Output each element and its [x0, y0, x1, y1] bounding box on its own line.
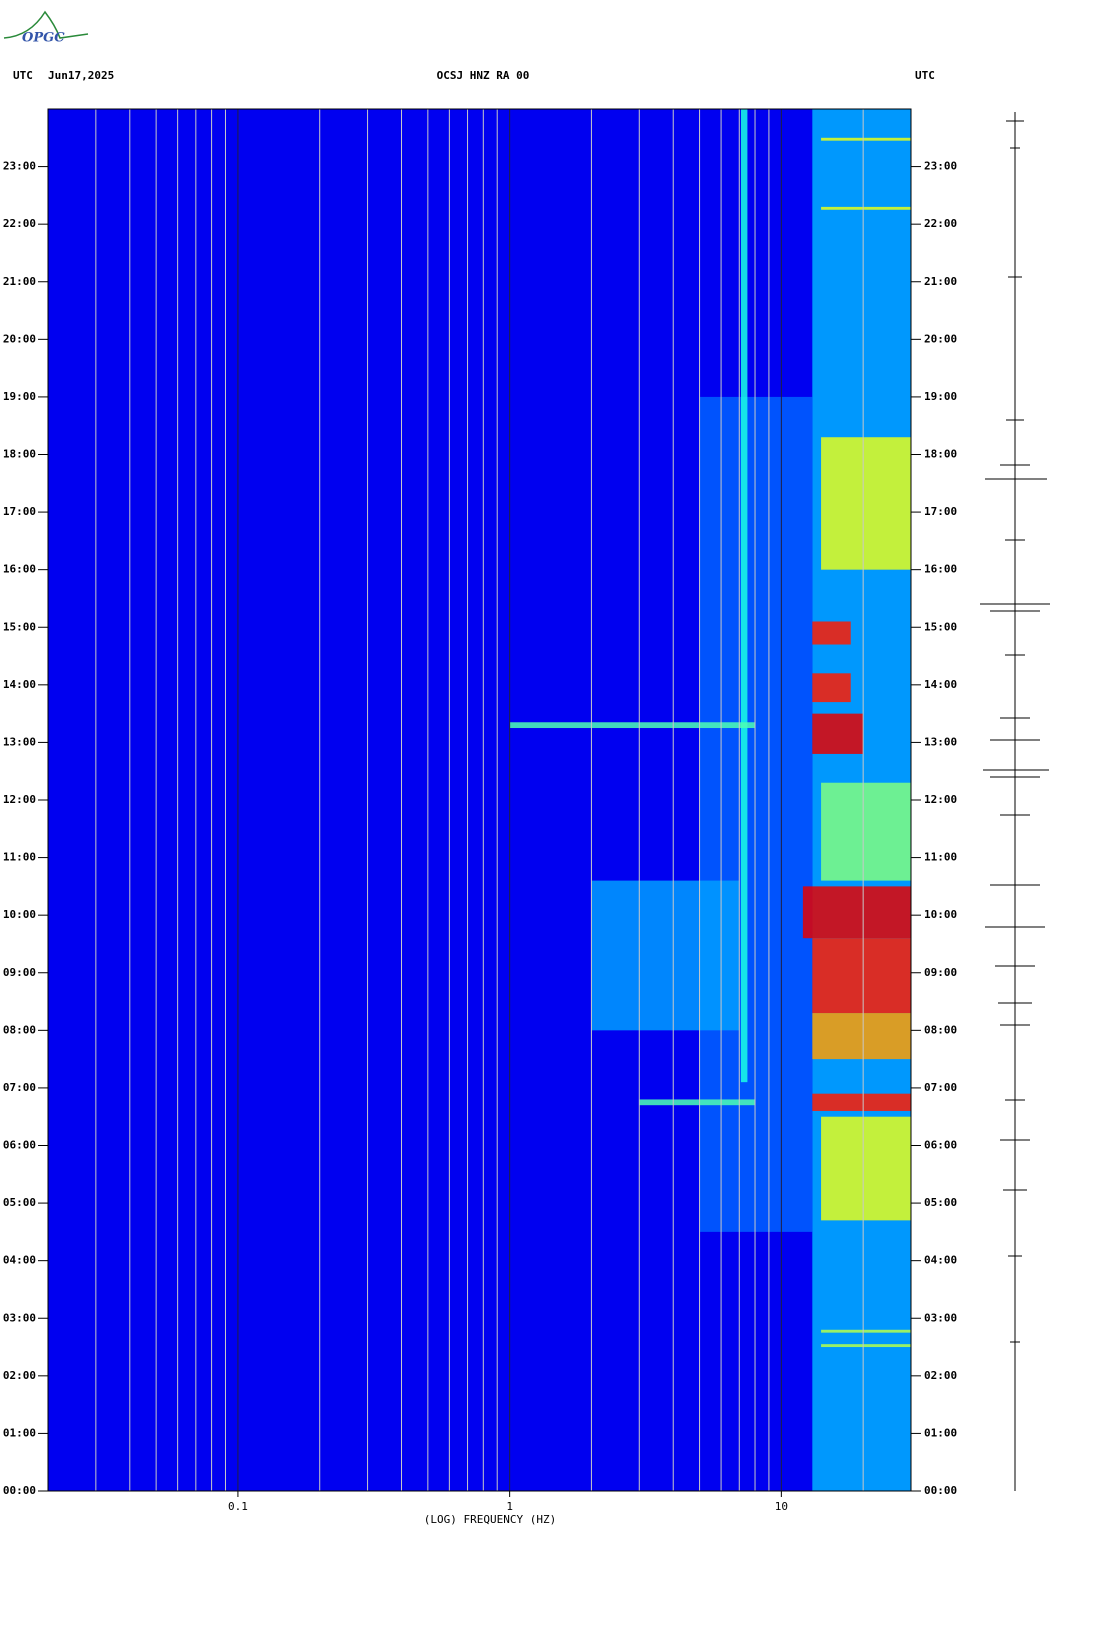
plot-frame [47, 108, 912, 1492]
y-tick-label: 04:00 [3, 1254, 36, 1267]
y-tick-label: 12:00 [924, 793, 957, 806]
y-tick-label: 03:00 [3, 1311, 36, 1324]
chart-title: OCSJ HNZ RA 00 [437, 69, 530, 82]
y-tick-label: 00:00 [924, 1484, 957, 1497]
spectral-band [812, 713, 864, 754]
spectral-band [699, 396, 813, 1232]
spectral-band [821, 782, 911, 881]
y-tick-label: 10:00 [924, 908, 957, 921]
spectral-band [821, 206, 911, 210]
y-tick-label: 13:00 [3, 735, 36, 748]
seismogram [980, 112, 1050, 1491]
y-tick-label: 22:00 [924, 217, 957, 230]
y-tick-label: 08:00 [924, 1023, 957, 1036]
y-tick-label: 16:00 [924, 563, 957, 576]
y-tick-label: 06:00 [3, 1139, 36, 1152]
y-tick-label: 16:00 [3, 563, 36, 576]
spectral-band [740, 109, 748, 1083]
y-tick-label: 20:00 [3, 332, 36, 345]
spectral-band [591, 880, 740, 1031]
x-tick-label: 10 [775, 1500, 788, 1513]
spectral-band [509, 722, 756, 729]
spectral-band [639, 1099, 756, 1106]
spectral-band [821, 437, 911, 570]
y-tick-label: 23:00 [3, 160, 36, 173]
y-tick-label: 11:00 [3, 851, 36, 864]
y-tick-label: 02:00 [924, 1369, 957, 1382]
y-tick-label: 09:00 [924, 966, 957, 979]
y-tick-label: 18:00 [924, 448, 957, 461]
y-tick-label: 07:00 [3, 1081, 36, 1094]
y-tick-label: 08:00 [3, 1023, 36, 1036]
spectral-band [821, 1116, 911, 1221]
y-tick-label: 10:00 [3, 908, 36, 921]
y-tick-label: 13:00 [924, 735, 957, 748]
y-tick-label: 09:00 [3, 966, 36, 979]
y-tick-label: 21:00 [3, 275, 36, 288]
y-tick-label: 01:00 [3, 1426, 36, 1439]
y-tick-label: 17:00 [3, 505, 36, 518]
x-tick-label: 0.1 [228, 1500, 248, 1513]
y-tick-label: 11:00 [924, 851, 957, 864]
spectral-band [812, 673, 851, 703]
y-tick-label: 03:00 [924, 1311, 957, 1324]
y-tick-label: 21:00 [924, 275, 957, 288]
spectral-band [812, 1093, 911, 1111]
logo: OPGC [22, 31, 65, 46]
x-axis-label: (LOG) FREQUENCY (HZ) [424, 1513, 556, 1526]
date: Jun17,2025 [48, 69, 114, 82]
spectral-band [802, 886, 911, 939]
y-tick-label: 15:00 [3, 620, 36, 633]
y-tick-label: 19:00 [924, 390, 957, 403]
y-tick-label: 17:00 [924, 505, 957, 518]
y-tick-label: 15:00 [924, 620, 957, 633]
spectral-band [812, 621, 851, 645]
y-tick-label: 14:00 [3, 678, 36, 691]
y-tick-label: 12:00 [3, 793, 36, 806]
logo-mark [3, 10, 89, 39]
y-tick-label: 22:00 [3, 217, 36, 230]
right-zone: UTC [915, 69, 935, 82]
y-tick-label: 20:00 [924, 332, 957, 345]
x-tick-label: 1 [506, 1500, 513, 1513]
y-tick-label: 01:00 [924, 1426, 957, 1439]
y-tick-label: 02:00 [3, 1369, 36, 1382]
y-tick-label: 05:00 [924, 1196, 957, 1209]
y-tick-label: 14:00 [924, 678, 957, 691]
y-tick-label: 06:00 [924, 1139, 957, 1152]
spectral-band [812, 938, 911, 1014]
y-tick-label: 00:00 [3, 1484, 36, 1497]
y-tick-label: 18:00 [3, 448, 36, 461]
y-tick-label: 23:00 [924, 160, 957, 173]
y-tick-label: 07:00 [924, 1081, 957, 1094]
spectral-band [821, 1329, 911, 1333]
spectral-band [812, 1013, 911, 1060]
y-tick-label: 05:00 [3, 1196, 36, 1209]
left-zone: UTC [13, 69, 33, 82]
spectral-band [821, 137, 911, 141]
y-tick-label: 04:00 [924, 1254, 957, 1267]
plot-area [48, 109, 911, 1491]
spectral-band [821, 1344, 911, 1348]
y-tick-label: 19:00 [3, 390, 36, 403]
